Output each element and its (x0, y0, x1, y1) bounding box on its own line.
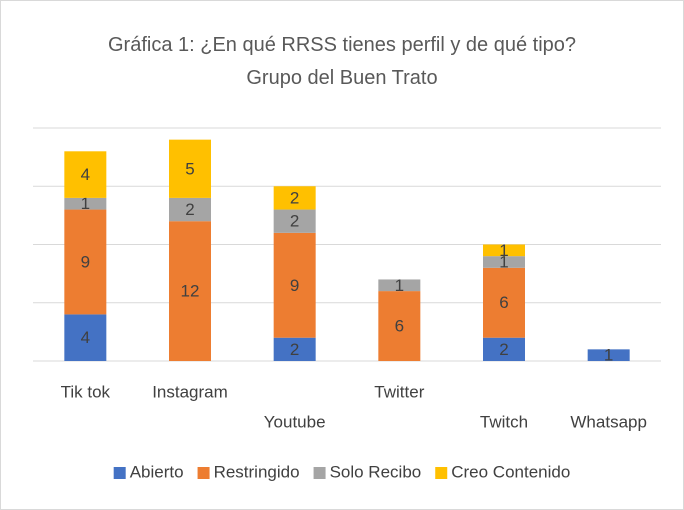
data-label: 12 (181, 282, 200, 301)
bar-segment (169, 221, 211, 361)
legend-swatch (435, 467, 448, 479)
data-label: 1 (81, 194, 90, 213)
data-label: 4 (81, 328, 90, 347)
bar-segment (273, 209, 316, 233)
data-label: 1 (604, 346, 613, 365)
bar-segment (273, 337, 316, 361)
data-label: 6 (499, 293, 508, 312)
data-label: 9 (290, 276, 299, 295)
legend-label: Creo Contenido (451, 462, 570, 481)
data-label: 2 (290, 188, 299, 207)
data-label: 1 (499, 241, 508, 260)
bar-segment (378, 291, 421, 361)
data-label: 1 (499, 252, 508, 271)
bar-segment (273, 232, 316, 338)
x-tick-label: Tik tok (61, 382, 111, 401)
x-tick-label: Whatsapp (570, 412, 647, 431)
bar-segment (587, 349, 630, 361)
x-tick-label: Youtube (264, 412, 326, 431)
x-tick-label: Twitch (480, 412, 528, 431)
data-label: 1 (395, 276, 404, 295)
data-label: 2 (499, 340, 508, 359)
data-label: 2 (290, 340, 299, 359)
bar-segment (64, 151, 107, 198)
data-label: 2 (290, 212, 299, 231)
bar-segment (483, 337, 525, 361)
bar-segment (169, 197, 211, 222)
bar-segment (483, 267, 525, 338)
legend-swatch (113, 467, 126, 479)
bar-segment (64, 314, 107, 361)
bar-segment (483, 256, 525, 268)
chart-title: Gráfica 1: ¿En qué RRSS tienes perfil y … (107, 34, 577, 89)
bar-segment (169, 139, 211, 198)
x-tick-label: Twitter (374, 382, 424, 401)
legend-label: Solo Recibo (330, 462, 422, 481)
legend-label: Restringido (214, 462, 300, 481)
legend-swatch (197, 467, 210, 479)
x-tick-label: Instagram (152, 382, 228, 401)
legend-label: Abierto (130, 462, 184, 481)
data-label: 5 (185, 159, 194, 178)
data-label: 4 (81, 165, 90, 184)
legend-swatch (313, 467, 326, 479)
bar-segment (378, 279, 421, 292)
bar-segment (64, 197, 107, 210)
bar-segment (483, 244, 525, 257)
bar-segment (64, 209, 107, 315)
data-label: 2 (185, 200, 194, 219)
data-label: 6 (395, 317, 404, 336)
bar-segment (273, 186, 316, 210)
data-label: 9 (81, 252, 90, 271)
